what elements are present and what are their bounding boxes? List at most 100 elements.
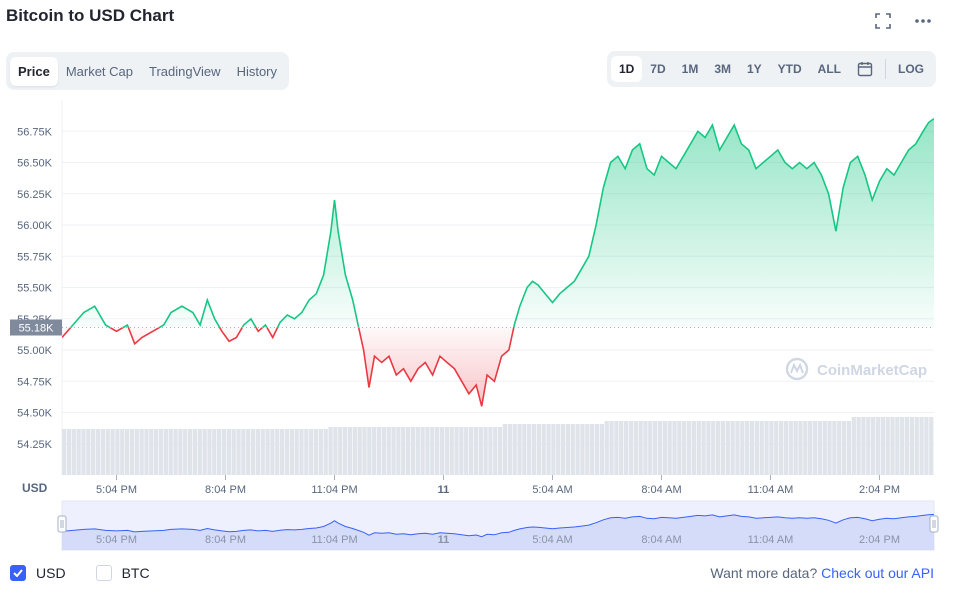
range-1y[interactable]: 1Y bbox=[746, 62, 762, 76]
volume-bar bbox=[880, 417, 885, 475]
volume-bar bbox=[749, 421, 755, 475]
volume-bar bbox=[822, 421, 827, 475]
volume-bar bbox=[270, 429, 275, 475]
volume-bar bbox=[691, 421, 697, 475]
usd-option[interactable]: USD bbox=[10, 565, 66, 581]
btc-option[interactable]: BTC bbox=[95, 565, 150, 581]
volume-bar bbox=[381, 427, 386, 475]
volume-bar bbox=[241, 429, 246, 475]
volume-bar bbox=[149, 429, 154, 475]
volume-bar bbox=[333, 427, 338, 475]
volume-bar bbox=[144, 429, 149, 475]
volume-bar bbox=[202, 429, 207, 475]
volume-bar bbox=[541, 424, 546, 475]
log-toggle[interactable]: LOG bbox=[898, 62, 924, 76]
volume-bar bbox=[904, 417, 910, 475]
volume-bar bbox=[163, 429, 168, 475]
volume-bar bbox=[798, 421, 803, 475]
volume-bar bbox=[430, 427, 435, 475]
volume-bar bbox=[425, 427, 430, 475]
volume-bar bbox=[740, 421, 745, 475]
volume-bar bbox=[391, 427, 396, 475]
volume-bar bbox=[115, 429, 120, 475]
volume-bar bbox=[507, 424, 512, 475]
volume-bar bbox=[812, 421, 818, 475]
volume-bar bbox=[168, 429, 173, 475]
navigator-area bbox=[62, 514, 934, 550]
range-navigator[interactable]: 5:04 PM 8:04 PM 11:04 PM 11 5:04 AM 8:04 AM 11… bbox=[57, 500, 939, 551]
usd-checkbox[interactable] bbox=[10, 565, 26, 581]
range-1d[interactable]: 1D bbox=[610, 56, 643, 82]
volume-bar bbox=[187, 429, 193, 475]
btc-checkbox[interactable] bbox=[95, 565, 112, 581]
navigator-handle-right[interactable] bbox=[929, 515, 939, 533]
volume-bar bbox=[706, 421, 711, 475]
volume-bar bbox=[565, 424, 571, 475]
range-ytd[interactable]: YTD bbox=[777, 62, 802, 76]
volume-bar bbox=[483, 427, 488, 475]
api-link[interactable]: Check out our API bbox=[821, 565, 934, 581]
volume-bar bbox=[730, 421, 735, 475]
y-axis: 54.25K54.50K54.75K55.00K55.25K55.50K55.7… bbox=[10, 126, 62, 495]
volume-bar bbox=[493, 427, 498, 475]
volume-bar bbox=[914, 417, 919, 475]
volume-bar bbox=[386, 427, 391, 475]
fullscreen-icon[interactable] bbox=[874, 12, 892, 30]
page-title: Bitcoin to USD Chart bbox=[6, 6, 175, 25]
volume-bar bbox=[919, 417, 924, 475]
range-3m[interactable]: 3M bbox=[714, 62, 731, 76]
navigator-line bbox=[61, 513, 935, 538]
volume-bar bbox=[212, 429, 217, 475]
volume-bar bbox=[357, 427, 362, 475]
volume-bar bbox=[110, 429, 115, 475]
volume-bar bbox=[459, 427, 464, 475]
navigator-handle-left[interactable] bbox=[57, 515, 67, 533]
volume-bar bbox=[192, 429, 198, 475]
volume-bar bbox=[217, 429, 222, 475]
volume-bar bbox=[309, 429, 314, 475]
range-divider bbox=[885, 59, 886, 79]
volume-bar bbox=[527, 424, 532, 475]
range-1m[interactable]: 1M bbox=[681, 62, 699, 76]
volume-bar bbox=[478, 427, 483, 475]
volume-bar bbox=[405, 427, 411, 475]
volume-bar bbox=[86, 429, 91, 475]
x-tick-label: 11:04 PM bbox=[311, 484, 357, 496]
usd-label: USD bbox=[36, 565, 66, 581]
volume-bar bbox=[284, 429, 290, 475]
volume-bar bbox=[275, 429, 280, 475]
watermark: CoinMarketCap bbox=[785, 357, 927, 381]
volume-bar bbox=[590, 424, 595, 475]
tab-history[interactable]: History bbox=[236, 63, 278, 79]
tab-tradingview[interactable]: TradingView bbox=[149, 63, 221, 79]
volume-bar bbox=[173, 429, 178, 475]
volume-bar bbox=[875, 417, 881, 475]
volume-bar bbox=[832, 421, 837, 475]
navigator-tick-label: 8:04 PM bbox=[205, 534, 246, 546]
volume-bar bbox=[289, 429, 294, 475]
baseline-label: 55.18K bbox=[19, 323, 55, 335]
navigator-tick-label: 11:04 PM bbox=[311, 534, 357, 546]
x-tick-label: 11 bbox=[438, 484, 450, 496]
volume-bar bbox=[250, 429, 256, 475]
btc-label: BTC bbox=[121, 565, 150, 581]
volume-bar bbox=[439, 427, 445, 475]
more-options-icon[interactable] bbox=[914, 12, 932, 30]
tab-price[interactable]: Price bbox=[10, 56, 58, 86]
volume-bar bbox=[929, 417, 934, 475]
calendar-button[interactable] bbox=[849, 57, 881, 81]
y-tick-label: 55.00K bbox=[17, 345, 53, 357]
range-7d[interactable]: 7D bbox=[650, 62, 666, 76]
volume-bar bbox=[415, 427, 420, 475]
y-tick-label: 56.50K bbox=[17, 158, 53, 170]
range-all[interactable]: ALL bbox=[817, 62, 841, 76]
y-tick-label: 56.00K bbox=[17, 220, 53, 232]
volume-bar bbox=[410, 427, 416, 475]
volume-bar bbox=[464, 427, 469, 475]
x-tick-label: 8:04 AM bbox=[641, 484, 681, 496]
tab-market-cap[interactable]: Market Cap bbox=[65, 63, 134, 79]
volume-bar bbox=[808, 421, 813, 475]
volume-bar bbox=[401, 427, 406, 475]
x-tick-label: 5:04 AM bbox=[532, 484, 572, 496]
volume-bar bbox=[546, 424, 551, 475]
